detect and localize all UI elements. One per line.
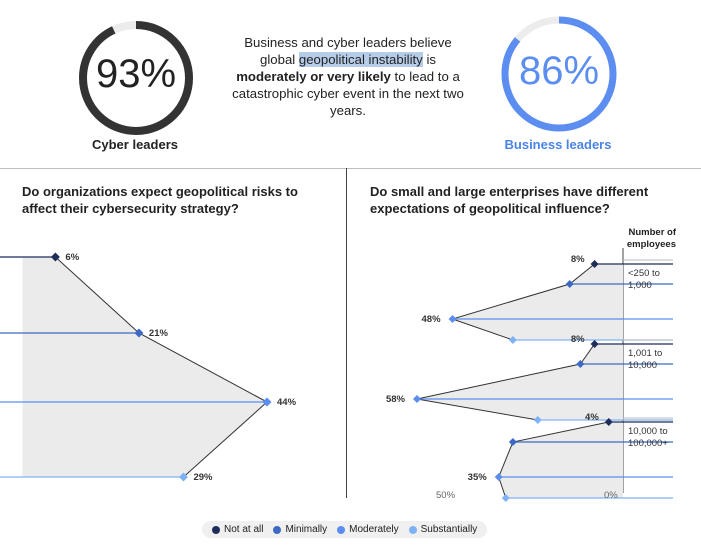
right-area	[417, 344, 623, 420]
right-point	[413, 395, 421, 403]
right-point	[533, 416, 542, 424]
group-label: 1,000	[628, 280, 652, 291]
right-max-label: 48%	[422, 314, 442, 325]
right-question: Do small and large enterprises have diff…	[370, 184, 649, 216]
right-area	[452, 264, 623, 340]
left-point	[262, 397, 272, 407]
right-first-label: 8%	[571, 254, 585, 265]
legend-dot	[273, 525, 282, 534]
x-tick-50: 50%	[436, 490, 456, 501]
group-label: 100,000+	[628, 438, 668, 449]
left-value-label: 6%	[65, 252, 79, 263]
left-value-label: 21%	[149, 328, 169, 339]
right-first-label: 4%	[585, 412, 599, 423]
legend-dot	[212, 525, 220, 534]
right-max-label: 35%	[468, 472, 488, 483]
right-point	[501, 494, 510, 502]
legend-label: Moderately	[349, 524, 399, 535]
group-label: 10,000 to	[628, 426, 668, 437]
group-label: 10,000	[628, 360, 657, 371]
legend-item: Moderately	[337, 524, 399, 535]
right-point	[590, 260, 599, 268]
headline-highlight: geopolitical instability	[298, 52, 423, 67]
cyber-leaders-percent: 93%	[95, 52, 177, 96]
panel-divider	[346, 168, 347, 498]
left-value-label: 44%	[277, 397, 297, 408]
cyber-leaders-label: Cyber leaders	[92, 137, 178, 152]
legend-label: Not at all	[224, 524, 264, 535]
group-label: 1,001 to	[628, 348, 662, 359]
legend-item: Not at all	[212, 524, 263, 535]
legend-dot	[408, 525, 417, 534]
cyber-leaders-donut	[79, 21, 193, 135]
right-point	[508, 438, 517, 446]
right-area	[498, 422, 623, 498]
group-label: <250 to	[628, 268, 660, 279]
left-point	[134, 328, 144, 338]
legend-label: Minimally	[285, 524, 328, 535]
right-point	[590, 340, 599, 348]
left-area	[22, 257, 267, 477]
left-chart: 6% 21% 44% 29%	[0, 252, 297, 483]
right-point	[576, 360, 585, 368]
headline-text: Business and cyber leaders believe globa…	[232, 35, 464, 118]
legend-dot	[337, 525, 346, 534]
legend: Not at all Minimally Moderately Substantial…	[202, 521, 488, 538]
left-question: Do organizations expect geopolitical ris…	[22, 184, 298, 216]
left-point	[178, 472, 188, 482]
business-leaders-label: Business leaders	[504, 137, 612, 152]
left-value-label: 29%	[193, 472, 213, 483]
left-point	[50, 252, 60, 262]
employees-header: Number of employees	[626, 227, 676, 250]
x-tick-0: 0%	[604, 490, 618, 501]
right-point	[565, 280, 574, 288]
legend-item: Substantially	[408, 524, 478, 535]
right-max-label: 58%	[386, 394, 406, 405]
business-leaders-percent: 86%	[518, 49, 600, 93]
right-point	[448, 315, 457, 323]
right-point	[494, 473, 503, 481]
right-point	[508, 336, 517, 344]
business-leaders-donut	[501, 16, 617, 132]
right-point	[604, 418, 613, 426]
right-first-label: 8%	[571, 334, 585, 345]
legend-item: Minimally	[273, 524, 327, 535]
legend-label: Substantially	[420, 524, 478, 535]
section-divider	[0, 168, 701, 169]
